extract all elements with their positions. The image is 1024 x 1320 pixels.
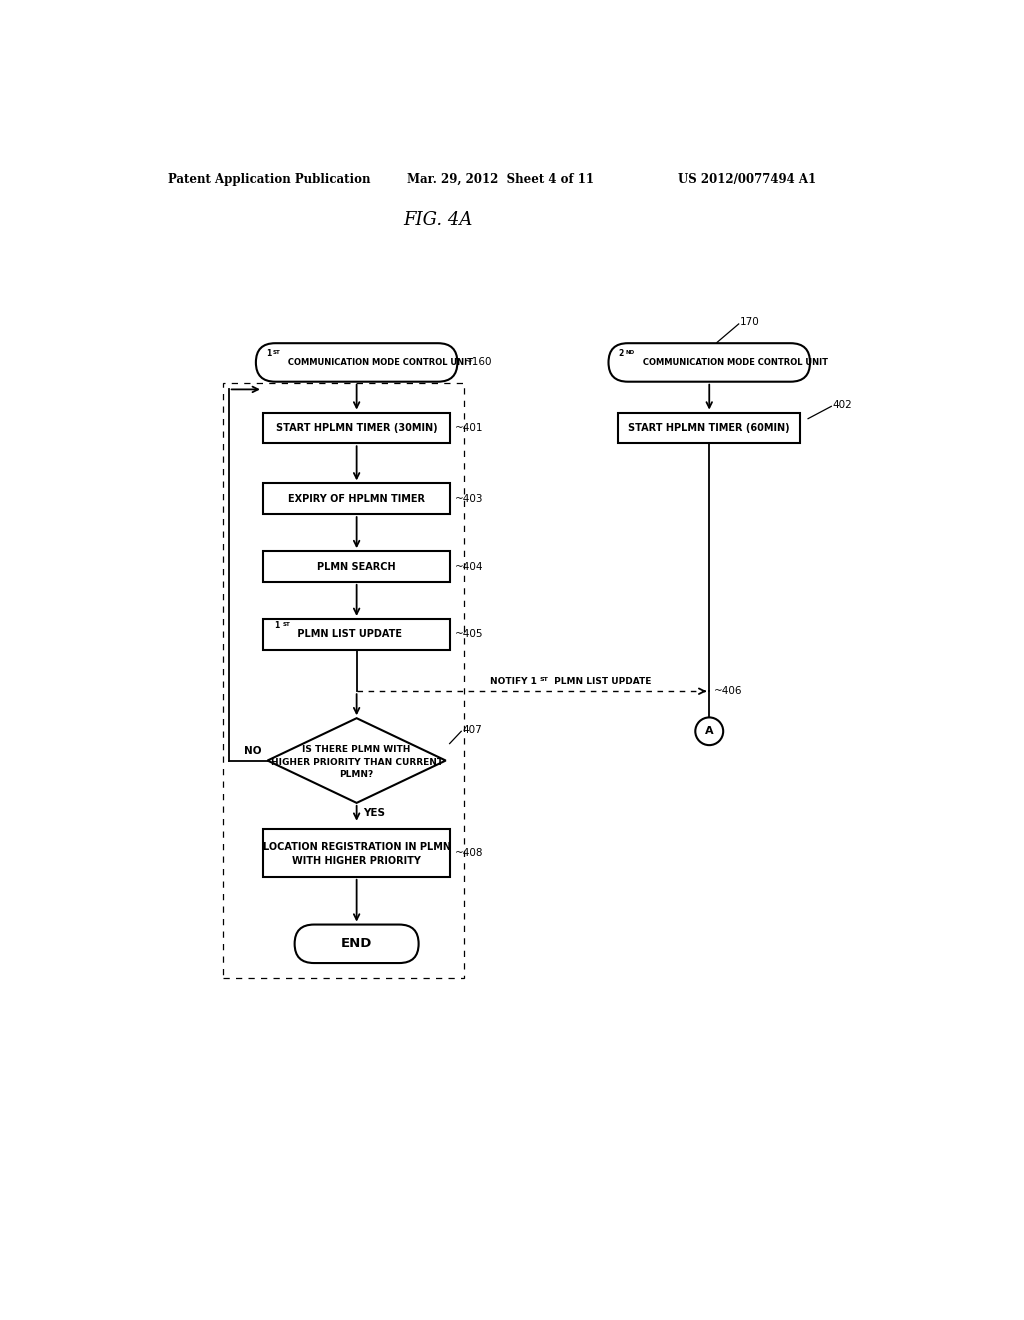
Text: ~405: ~405 <box>455 630 483 639</box>
Text: FIG. 4A: FIG. 4A <box>403 211 473 228</box>
Text: IS THERE PLMN WITH: IS THERE PLMN WITH <box>302 746 411 754</box>
FancyBboxPatch shape <box>256 343 458 381</box>
Text: US 2012/0077494 A1: US 2012/0077494 A1 <box>678 173 816 186</box>
Text: ~406: ~406 <box>714 686 742 696</box>
Text: 2: 2 <box>618 348 624 358</box>
Text: ~408: ~408 <box>455 847 483 858</box>
Bar <box>263 483 451 515</box>
Text: PLMN LIST UPDATE: PLMN LIST UPDATE <box>294 630 401 639</box>
Text: EXPIRY OF HPLMN TIMER: EXPIRY OF HPLMN TIMER <box>288 494 425 504</box>
Text: ND: ND <box>626 350 635 355</box>
Bar <box>263 619 451 649</box>
FancyBboxPatch shape <box>608 343 810 381</box>
Text: 170: 170 <box>740 317 760 327</box>
Text: ~404: ~404 <box>455 561 483 572</box>
Text: NOTIFY 1: NOTIFY 1 <box>490 677 538 686</box>
Text: ~403: ~403 <box>455 494 483 504</box>
Text: YES: YES <box>362 808 385 817</box>
Text: PLMN LIST UPDATE: PLMN LIST UPDATE <box>551 677 651 686</box>
Text: 407: 407 <box>463 725 482 735</box>
Text: PLMN?: PLMN? <box>340 770 374 779</box>
Bar <box>222 383 464 978</box>
Text: START HPLMN TIMER (30MIN): START HPLMN TIMER (30MIN) <box>275 422 437 433</box>
Text: COMMUNICATION MODE CONTROL UNIT: COMMUNICATION MODE CONTROL UNIT <box>286 358 473 367</box>
Text: LOCATION REGISTRATION IN PLMN: LOCATION REGISTRATION IN PLMN <box>262 842 451 851</box>
Text: END: END <box>341 937 373 950</box>
Text: COMMUNICATION MODE CONTROL UNIT: COMMUNICATION MODE CONTROL UNIT <box>640 358 827 367</box>
Text: Patent Application Publication: Patent Application Publication <box>168 173 371 186</box>
Text: ST: ST <box>540 677 549 682</box>
Bar <box>263 413 451 444</box>
Text: 1: 1 <box>274 620 280 630</box>
Text: HIGHER PRIORITY THAN CURRENT: HIGHER PRIORITY THAN CURRENT <box>270 758 442 767</box>
Text: ~160: ~160 <box>464 358 493 367</box>
Text: START HPLMN TIMER (60MIN): START HPLMN TIMER (60MIN) <box>629 422 791 433</box>
Text: PLMN SEARCH: PLMN SEARCH <box>317 561 396 572</box>
Text: Mar. 29, 2012  Sheet 4 of 11: Mar. 29, 2012 Sheet 4 of 11 <box>407 173 594 186</box>
Bar <box>263 829 451 876</box>
Text: 1: 1 <box>266 348 271 358</box>
Text: NO: NO <box>244 746 261 756</box>
Text: WITH HIGHER PRIORITY: WITH HIGHER PRIORITY <box>292 855 421 866</box>
Polygon shape <box>267 718 445 803</box>
Text: A: A <box>705 726 714 737</box>
Text: ~401: ~401 <box>455 422 483 433</box>
FancyBboxPatch shape <box>295 924 419 964</box>
Bar <box>263 552 451 582</box>
Text: ST: ST <box>283 622 290 627</box>
Text: ST: ST <box>273 350 281 355</box>
Bar <box>618 413 801 444</box>
Text: 402: 402 <box>833 400 853 409</box>
